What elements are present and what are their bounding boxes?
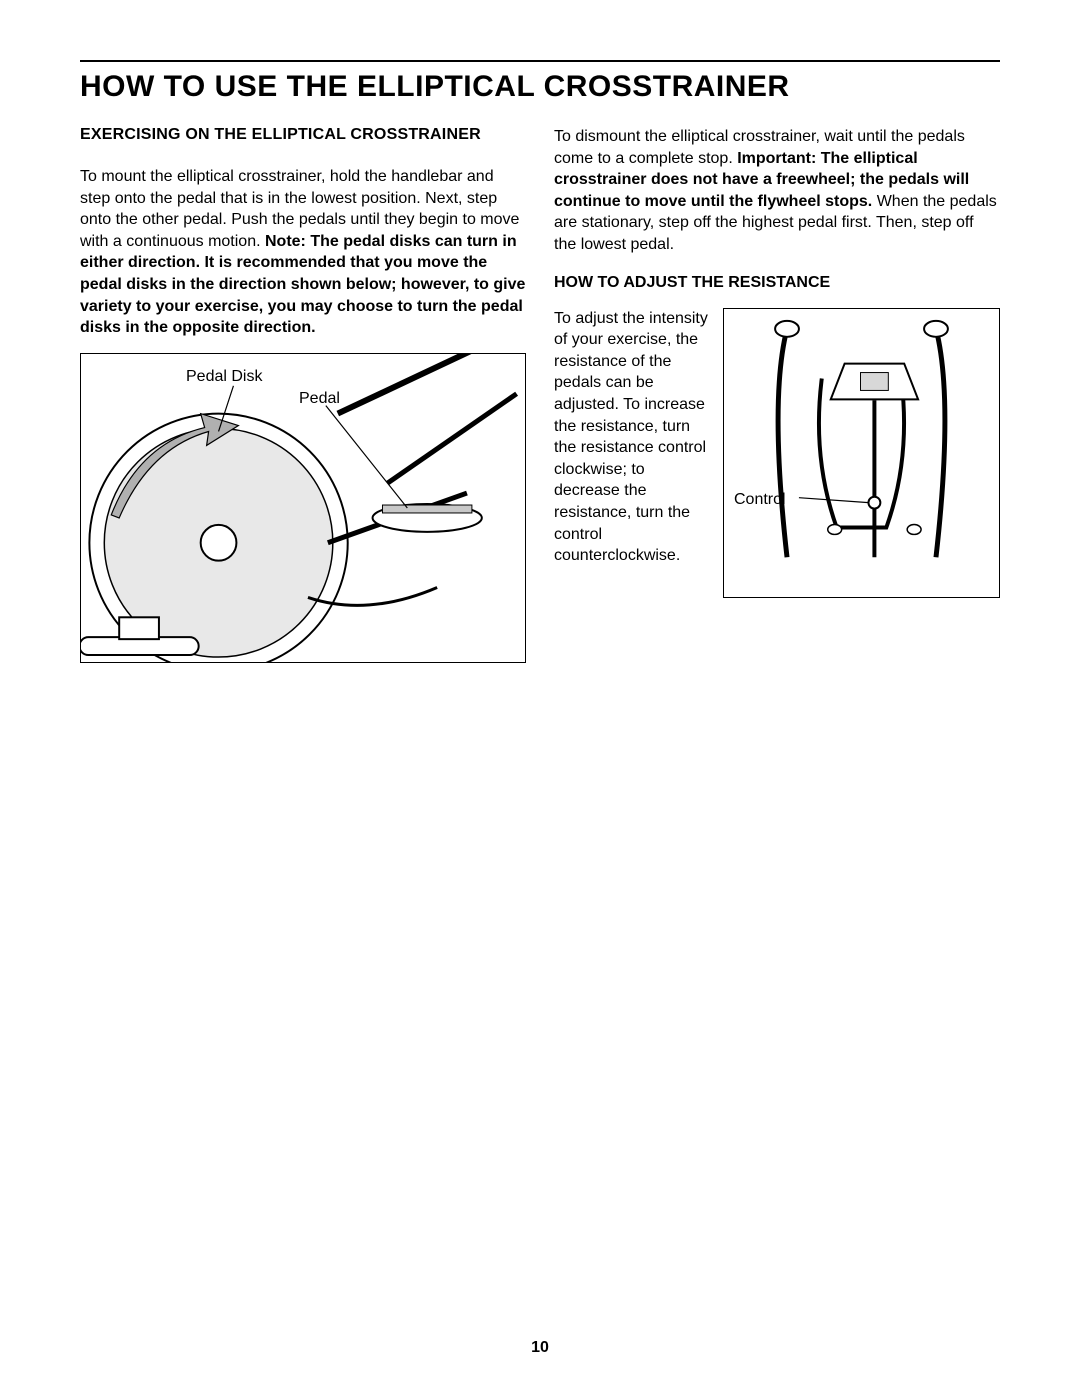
dismount-paragraph: To dismount the elliptical crosstrainer,…	[554, 126, 1000, 256]
control-label: Control	[734, 491, 786, 509]
page-title: HOW TO USE THE ELLIPTICAL CROSSTRAINER	[80, 70, 1000, 104]
mount-paragraph: To mount the elliptical crosstrainer, ho…	[80, 166, 526, 339]
pedal-label: Pedal	[299, 390, 340, 408]
pedal-disk-label: Pedal Disk	[186, 368, 262, 386]
resistance-block: To adjust the intensity of your exercise…	[554, 308, 1000, 598]
top-rule	[80, 60, 1000, 62]
handlebar-front-diagram-icon	[724, 309, 999, 597]
right-column: To dismount the elliptical crosstrainer,…	[554, 126, 1000, 663]
resistance-text: To adjust the intensity of your exercise…	[554, 308, 709, 598]
exercising-subhead: EXERCISING ON THE ELLIPTICAL CROSSTRAINE…	[80, 126, 526, 144]
left-column: EXERCISING ON THE ELLIPTICAL CROSSTRAINE…	[80, 126, 526, 663]
two-column-layout: EXERCISING ON THE ELLIPTICAL CROSSTRAINE…	[80, 126, 1000, 663]
page-number: 10	[0, 1339, 1080, 1357]
control-figure: Control	[723, 308, 1000, 598]
resistance-subhead: HOW TO ADJUST THE RESISTANCE	[554, 274, 1000, 292]
pedal-disk-figure: Pedal Disk Pedal	[80, 353, 526, 663]
